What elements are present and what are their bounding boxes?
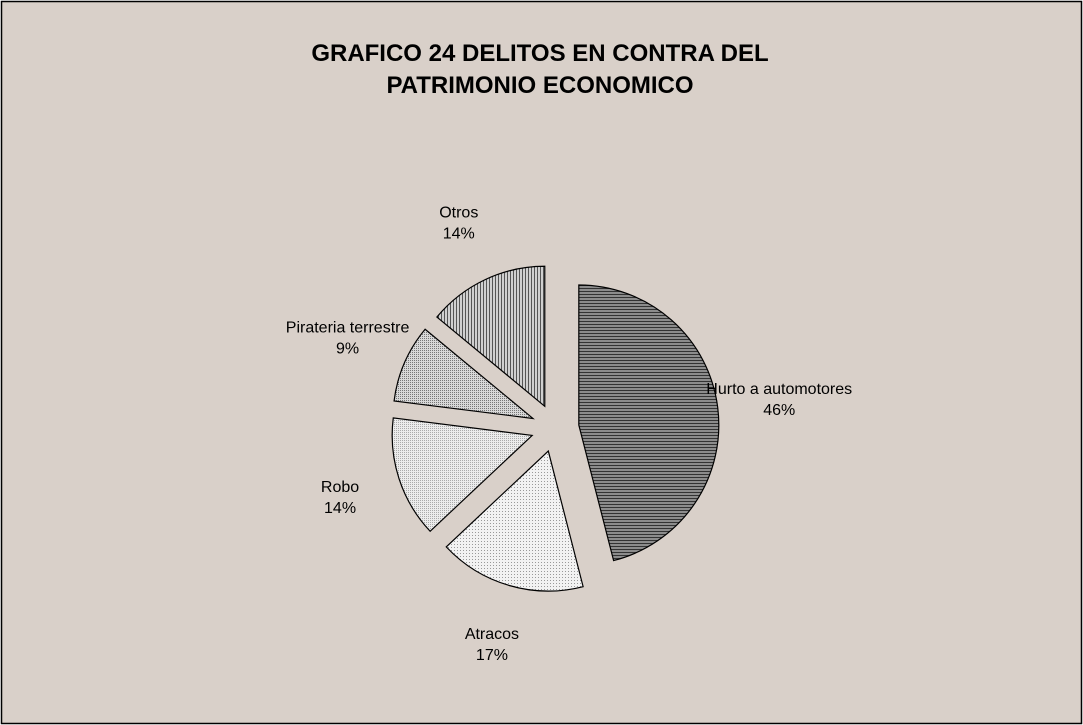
pie-slice bbox=[391, 417, 534, 533]
slice-label: Atracos bbox=[465, 626, 519, 643]
slice-value-label: 46% bbox=[763, 402, 795, 419]
slice-value-label: 14% bbox=[443, 226, 475, 243]
chart-title: GRAFICO 24 DELITOS EN CONTRA DEL PATRIMO… bbox=[311, 40, 769, 99]
slice-label: Otros bbox=[439, 205, 478, 222]
slice-label: Robo bbox=[321, 479, 359, 496]
slice-label: Hurto a automotores bbox=[706, 381, 852, 398]
pie-slice bbox=[445, 449, 584, 592]
pie-slice bbox=[578, 284, 720, 562]
slice-value-label: 14% bbox=[324, 500, 356, 517]
slice-value-label: 9% bbox=[336, 340, 359, 357]
slice-value-label: 17% bbox=[476, 647, 508, 664]
pie-slice bbox=[393, 328, 535, 420]
slice-label: Pirateria terrestre bbox=[286, 319, 410, 336]
pie-slice bbox=[436, 265, 546, 408]
